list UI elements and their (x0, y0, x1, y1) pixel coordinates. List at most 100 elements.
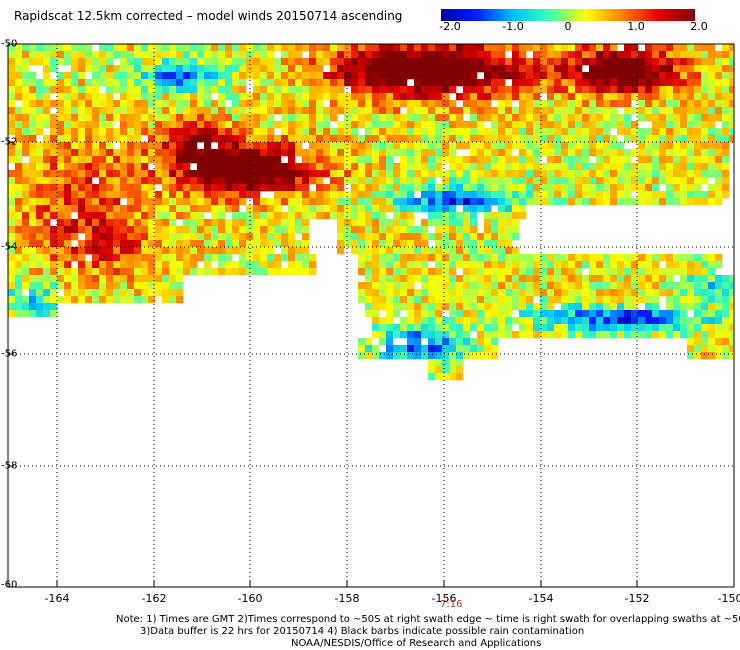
wind-diff-cell (50, 254, 58, 262)
wind-diff-cell (176, 72, 184, 80)
wind-diff-cell (379, 268, 387, 276)
wind-diff-cell (393, 142, 401, 150)
wind-diff-cell (526, 317, 534, 325)
wind-diff-cell (22, 247, 30, 255)
wind-diff-cell (134, 296, 142, 304)
wind-diff-cell (680, 44, 688, 52)
wind-diff-cell (624, 135, 632, 143)
wind-diff-cell (582, 100, 590, 108)
wind-diff-cell (365, 345, 373, 353)
wind-diff-cell (652, 177, 660, 185)
wind-diff-cell (561, 65, 569, 73)
wind-diff-cell (50, 100, 58, 108)
wind-diff-cell (232, 142, 240, 150)
wind-diff-cell (134, 275, 142, 283)
wind-diff-cell (589, 58, 597, 66)
wind-diff-cell (596, 149, 604, 157)
wind-diff-cell (722, 142, 730, 150)
wind-diff-cell (155, 226, 163, 234)
wind-diff-cell (302, 156, 310, 164)
wind-diff-cell (365, 93, 373, 101)
wind-diff-cell (316, 198, 324, 206)
wind-diff-cell (561, 268, 569, 276)
wind-diff-cell (372, 135, 380, 143)
wind-diff-cell (708, 261, 716, 269)
wind-diff-cell (351, 170, 359, 178)
wind-diff-cell (694, 184, 702, 192)
wind-diff-cell (652, 135, 660, 143)
wind-diff-cell (645, 72, 653, 80)
wind-diff-cell (526, 128, 534, 136)
wind-diff-cell (330, 177, 338, 185)
wind-diff-cell (715, 163, 723, 171)
wind-diff-cell (99, 114, 107, 122)
wind-diff-cell (113, 261, 121, 269)
wind-diff-cell (407, 170, 415, 178)
wind-diff-cell (141, 107, 149, 115)
wind-diff-cell (561, 170, 569, 178)
wind-diff-cell (617, 100, 625, 108)
wind-diff-cell (274, 212, 282, 220)
wind-diff-cell (281, 247, 289, 255)
wind-diff-cell (673, 86, 681, 94)
wind-diff-cell (540, 121, 548, 129)
wind-diff-cell (470, 79, 478, 87)
wind-diff-cell (225, 65, 233, 73)
wind-diff-cell (687, 317, 695, 325)
wind-diff-cell (64, 51, 72, 59)
wind-diff-cell (414, 107, 422, 115)
wind-diff-cell (400, 170, 408, 178)
wind-diff-cell (155, 198, 163, 206)
wind-diff-cell (708, 107, 716, 115)
wind-diff-cell (141, 177, 149, 185)
wind-diff-cell (372, 205, 380, 213)
wind-diff-cell (393, 79, 401, 87)
wind-diff-cell (323, 114, 331, 122)
wind-diff-cell (610, 107, 618, 115)
wind-diff-cell (554, 135, 562, 143)
wind-diff-cell (50, 275, 58, 283)
wind-diff-cell (470, 219, 478, 227)
wind-diff-cell (428, 338, 436, 346)
wind-diff-cell (428, 128, 436, 136)
wind-diff-cell (603, 51, 611, 59)
wind-diff-cell (477, 142, 485, 150)
wind-diff-cell (351, 72, 359, 80)
wind-diff-cell (708, 86, 716, 94)
wind-diff-cell (554, 79, 562, 87)
wind-diff-cell (694, 331, 702, 339)
wind-diff-cell (561, 128, 569, 136)
wind-diff-cell (8, 121, 16, 129)
wind-diff-cell (400, 352, 408, 360)
wind-diff-cell (50, 268, 58, 276)
wind-diff-cell (57, 128, 65, 136)
wind-diff-cell (575, 177, 583, 185)
wind-diff-cell (288, 219, 296, 227)
wind-diff-cell (281, 226, 289, 234)
wind-diff-cell (22, 107, 30, 115)
wind-diff-cell (477, 296, 485, 304)
wind-diff-cell (519, 72, 527, 80)
wind-diff-cell (568, 51, 576, 59)
wind-diff-cell (386, 191, 394, 199)
wind-diff-cell (183, 254, 191, 262)
wind-diff-cell (694, 261, 702, 269)
wind-diff-cell (379, 275, 387, 283)
wind-diff-cell (99, 170, 107, 178)
wind-diff-cell (729, 100, 734, 108)
wind-diff-cell (694, 163, 702, 171)
wind-diff-cell (386, 226, 394, 234)
wind-diff-cell (29, 163, 37, 171)
wind-diff-cell (330, 44, 338, 52)
wind-diff-cell (589, 275, 597, 283)
wind-diff-cell (561, 310, 569, 318)
wind-diff-cell (99, 191, 107, 199)
wind-diff-cell (379, 317, 387, 325)
wind-diff-cell (498, 170, 506, 178)
wind-diff-cell (85, 184, 93, 192)
wind-diff-cell (92, 212, 100, 220)
wind-diff-cell (631, 275, 639, 283)
wind-diff-cell (120, 156, 128, 164)
wind-diff-cell (29, 184, 37, 192)
wind-diff-cell (610, 170, 618, 178)
